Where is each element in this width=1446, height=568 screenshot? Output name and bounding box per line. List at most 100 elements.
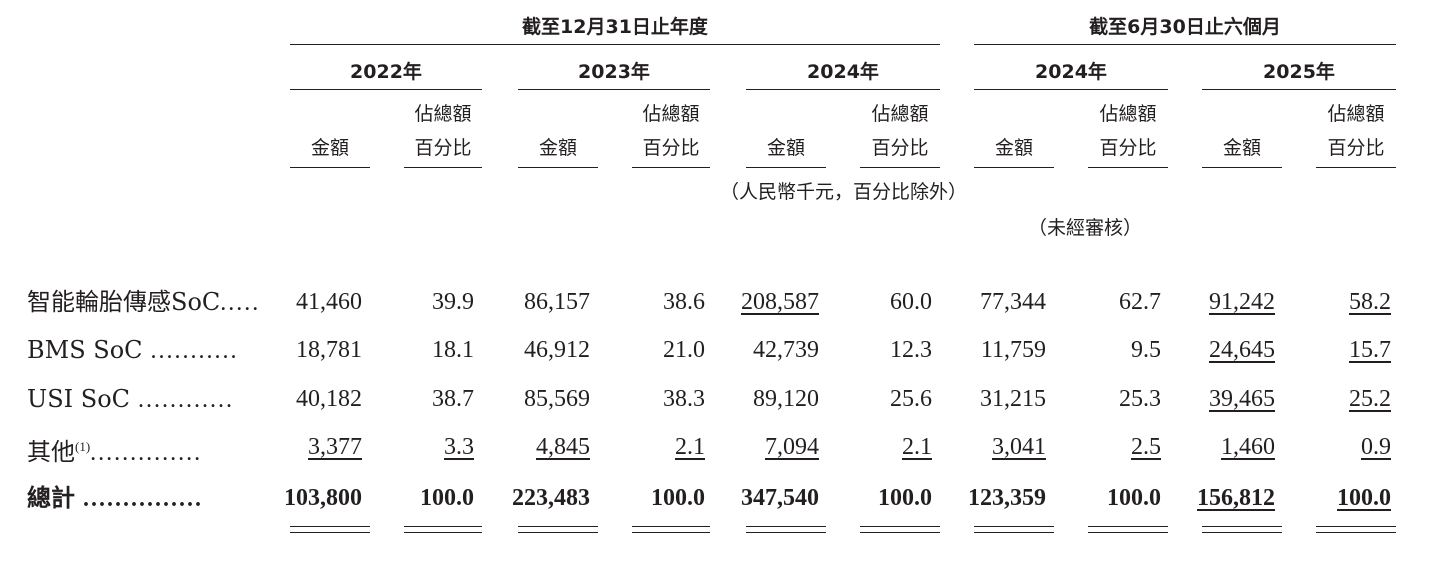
total-double-rule xyxy=(1316,532,1396,533)
cell-value: 21.0 xyxy=(663,337,705,363)
table-cell: 9.5 xyxy=(1041,335,1161,365)
cell-value: 1,460 xyxy=(1221,434,1275,460)
col-rule xyxy=(1088,167,1168,168)
cell-value: 18.1 xyxy=(432,337,474,363)
cell-value: 2.5 xyxy=(1131,434,1161,460)
cell-value: 0.9 xyxy=(1361,434,1391,460)
table-cell: 0.9 xyxy=(1271,432,1391,462)
cell-value: 3,041 xyxy=(992,434,1046,460)
cell-value: 4,845 xyxy=(536,434,590,460)
total-cell: 100.0 xyxy=(1271,483,1391,513)
cell-value: 25.2 xyxy=(1349,386,1391,412)
leader-dots: ........... xyxy=(142,338,239,364)
period-header-interim: 截至6月30日止六個月 xyxy=(1089,16,1281,38)
total-cell: 100.0 xyxy=(812,483,932,513)
total-cell: 100.0 xyxy=(354,483,474,513)
row-label: 其他(1).............. xyxy=(27,432,202,468)
table-cell: 18.1 xyxy=(354,335,474,365)
total-double-rule xyxy=(1088,532,1168,533)
table-cell: 40,182 xyxy=(242,384,362,414)
col-header-amount: 金額 xyxy=(538,137,577,159)
col-header-pct-line1: 佔總額 xyxy=(642,103,700,125)
cell-value: 46,912 xyxy=(524,337,590,363)
leader-dots: ............... xyxy=(75,486,203,512)
table-cell: 46,912 xyxy=(470,335,590,365)
cell-value: 18,781 xyxy=(296,337,362,363)
total-value: 100.0 xyxy=(1107,485,1161,511)
total-double-rule xyxy=(518,526,598,527)
col-header-amount: 金額 xyxy=(310,137,349,159)
table-cell: 1,460 xyxy=(1155,432,1275,462)
total-value: 223,483 xyxy=(512,485,590,511)
col-header-pct-line2: 百分比 xyxy=(642,137,700,159)
cell-value: 38.7 xyxy=(432,386,474,412)
col-header-amount: 金額 xyxy=(766,137,805,159)
table-cell: 12.3 xyxy=(812,335,932,365)
total-value: 100.0 xyxy=(651,485,705,511)
table-cell: 24,645 xyxy=(1155,335,1275,365)
table-cell: 3,377 xyxy=(242,432,362,462)
total-value: 347,540 xyxy=(741,485,819,511)
total-cell: 223,483 xyxy=(470,483,590,513)
table-cell: 25.6 xyxy=(812,384,932,414)
row-label-text: BMS SoC xyxy=(27,336,143,364)
total-double-rule xyxy=(1202,532,1282,533)
table-cell: 21.0 xyxy=(585,335,705,365)
table-cell: 62.7 xyxy=(1041,287,1161,317)
cell-value: 39.9 xyxy=(432,289,474,315)
cell-value: 11,759 xyxy=(980,337,1046,363)
col-header-pct-line2: 百分比 xyxy=(414,137,472,159)
total-double-rule xyxy=(290,532,370,533)
total-cell: 103,800 xyxy=(242,483,362,513)
year-rule-2023 xyxy=(518,89,710,90)
year-header-2022: 2022年 xyxy=(350,61,422,83)
table-cell: 85,569 xyxy=(470,384,590,414)
col-rule xyxy=(974,167,1054,168)
col-header-amount: 金額 xyxy=(1222,137,1261,159)
table-cell: 7,094 xyxy=(699,432,819,462)
col-rule xyxy=(1316,167,1396,168)
cell-value: 77,344 xyxy=(980,289,1046,315)
table-cell: 11,759 xyxy=(926,335,1046,365)
table-cell: 2.1 xyxy=(585,432,705,462)
cell-value: 60.0 xyxy=(890,289,932,315)
cell-value: 42,739 xyxy=(753,337,819,363)
table-cell: 39.9 xyxy=(354,287,474,317)
cell-value: 62.7 xyxy=(1119,289,1161,315)
leader-dots: ............ xyxy=(130,387,235,413)
table-cell: 58.2 xyxy=(1271,287,1391,317)
total-double-rule xyxy=(746,532,826,533)
table-cell: 18,781 xyxy=(242,335,362,365)
leader-dots: ..... xyxy=(220,290,261,316)
cell-value: 25.3 xyxy=(1119,386,1161,412)
cell-value: 25.6 xyxy=(890,386,932,412)
table-cell: 25.2 xyxy=(1271,384,1391,414)
total-double-rule xyxy=(974,526,1054,527)
total-double-rule xyxy=(860,526,940,527)
col-header-pct-line1: 佔總額 xyxy=(871,103,929,125)
year-header-2023: 2023年 xyxy=(578,61,650,83)
total-cell: 156,812 xyxy=(1155,483,1275,513)
table-cell: 77,344 xyxy=(926,287,1046,317)
total-value: 156,812 xyxy=(1197,485,1275,511)
total-cell: 100.0 xyxy=(585,483,705,513)
col-header-pct-line1: 佔總額 xyxy=(1099,103,1157,125)
table-cell: 2.5 xyxy=(1041,432,1161,462)
table-cell: 38.7 xyxy=(354,384,474,414)
leader-dots: .............. xyxy=(90,440,203,466)
cell-value: 7,094 xyxy=(765,434,819,460)
total-value: 103,800 xyxy=(284,485,362,511)
total-row-label: 總計 ............... xyxy=(27,483,203,514)
cell-value: 38.6 xyxy=(663,289,705,315)
unaudited-note: （未經審核） xyxy=(1027,217,1142,239)
col-header-pct-line2: 百分比 xyxy=(1099,137,1157,159)
total-value: 100.0 xyxy=(878,485,932,511)
row-label-text: 其他 xyxy=(27,438,75,466)
table-cell: 3,041 xyxy=(926,432,1046,462)
cell-value: 40,182 xyxy=(296,386,362,412)
table-cell: 31,215 xyxy=(926,384,1046,414)
table-cell: 91,242 xyxy=(1155,287,1275,317)
table-cell: 38.6 xyxy=(585,287,705,317)
year-rule-2025 xyxy=(1202,89,1396,90)
cell-value: 91,242 xyxy=(1209,289,1275,315)
